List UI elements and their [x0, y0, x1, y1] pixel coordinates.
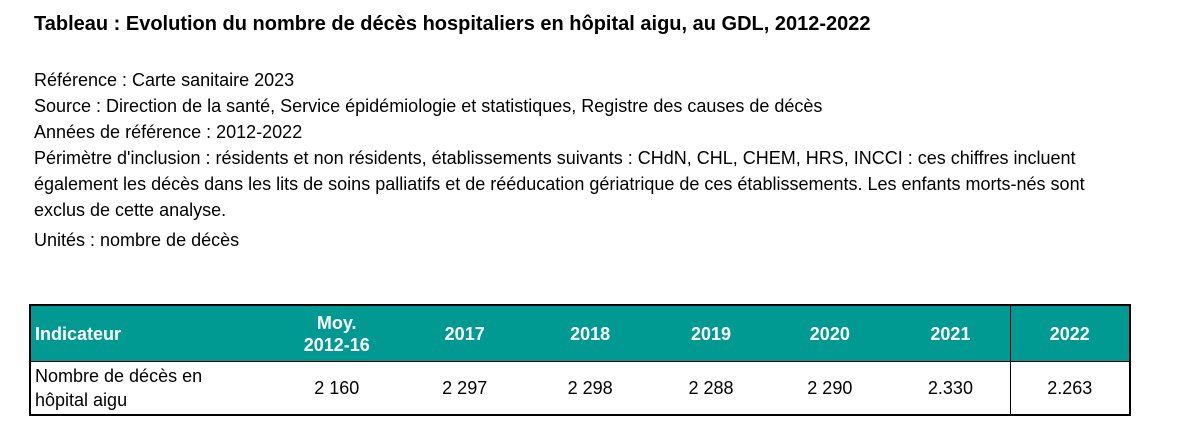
- row-label: Nombre de décès en hôpital aigu: [30, 362, 271, 416]
- cell-2018: 2 298: [567, 378, 613, 398]
- cell-2021: 2.330: [927, 378, 973, 398]
- table-header-row: Indicateur Moy. 2012-16 2017 2018 2019 2…: [30, 305, 1130, 362]
- source-text: Source : Direction de la santé, Service …: [34, 96, 823, 116]
- cell-2019: 2 288: [688, 378, 734, 398]
- header-average-line2: 2012-16: [303, 334, 370, 355]
- reference-years-text: Années de référence : 2012-2022: [34, 122, 303, 142]
- header-average: Moy. 2012-16: [270, 305, 403, 362]
- header-average-line1: Moy.: [316, 312, 357, 333]
- header-indicator: Indicateur: [30, 305, 271, 362]
- cell-2022: 2.263: [1009, 361, 1130, 415]
- cell-average: 2 160: [314, 378, 360, 398]
- header-2017: 2017: [402, 305, 527, 362]
- header-2021: 2021: [891, 305, 1011, 362]
- deaths-table: Indicateur Moy. 2012-16 2017 2018 2019 2…: [29, 304, 1131, 416]
- header-2019: 2019: [653, 305, 769, 362]
- reference-text: Référence : Carte sanitaire 2023: [34, 70, 295, 90]
- cell-2017: 2 297: [442, 378, 488, 398]
- metadata-block: Référence : Carte sanitaire 2023 Source …: [34, 67, 1134, 223]
- header-2022: 2022: [1009, 305, 1130, 362]
- row-label-line2: hôpital aigu: [35, 390, 128, 410]
- header-2020: 2020: [768, 305, 892, 362]
- table-row: Nombre de décès en hôpital aigu 2 160 2 …: [30, 361, 1130, 416]
- header-2018: 2018: [526, 305, 654, 362]
- units-text: Unités : nombre de décès: [34, 230, 240, 250]
- row-label-line1: Nombre de décès en: [35, 366, 203, 386]
- cell-2020: 2 290: [807, 378, 853, 398]
- page-title: Tableau : Evolution du nombre de décès h…: [34, 13, 871, 35]
- inclusion-scope-text: Périmètre d'inclusion : résidents et non…: [34, 148, 1085, 220]
